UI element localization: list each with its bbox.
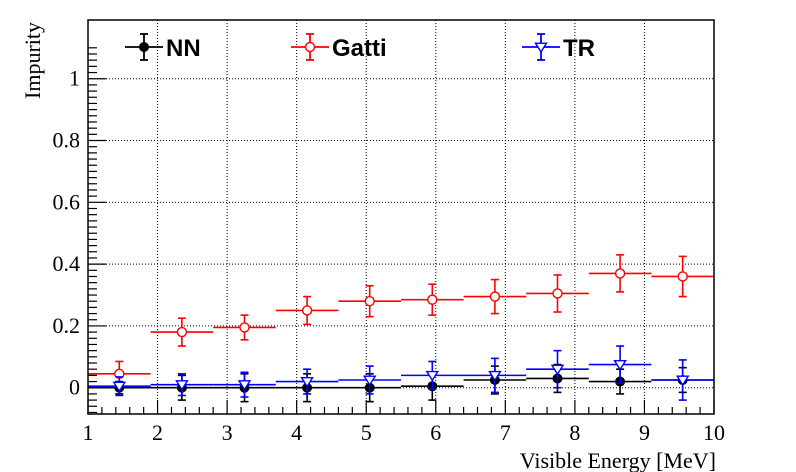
- data-series: [88, 254, 714, 403]
- x-tick-label: 2: [152, 420, 163, 445]
- plot-frame: [87, 19, 715, 415]
- y-tick-label: 0.4: [53, 251, 81, 276]
- legend-label: Gatti: [332, 35, 387, 62]
- data-point: [301, 305, 313, 316]
- data-point: [364, 296, 375, 307]
- data-point: [362, 375, 377, 387]
- x-tick-label: 5: [361, 420, 372, 445]
- x-axis-title: Visible Energy [MeV]: [520, 448, 716, 472]
- data-point: [425, 370, 440, 382]
- data-point: [550, 364, 565, 376]
- y-axis-title: Impurity: [20, 22, 45, 99]
- legend-label: TR: [563, 35, 595, 62]
- data-point: [614, 268, 626, 279]
- data-point: [237, 380, 252, 391]
- data-point: [176, 326, 188, 338]
- data-point: [300, 377, 314, 388]
- x-tick-label: 9: [639, 420, 650, 445]
- x-tick-label: 6: [430, 420, 441, 445]
- data-point: [489, 291, 501, 302]
- series-tr: [88, 345, 714, 401]
- series-gatti: [88, 254, 714, 387]
- data-point: [675, 375, 690, 387]
- data-point: [677, 271, 688, 282]
- legend-marker: [139, 42, 149, 52]
- y-tick-label: 0.6: [53, 189, 81, 214]
- x-tick-label: 10: [703, 420, 725, 445]
- legend-entry-gatti: Gatti: [291, 33, 387, 62]
- legend-entry-nn: NN: [125, 33, 201, 62]
- x-tick-label: 8: [569, 420, 580, 445]
- data-point: [552, 288, 563, 299]
- x-tick-label: 4: [291, 420, 302, 445]
- data-point: [175, 380, 189, 391]
- x-tick-label: 3: [222, 420, 233, 445]
- x-tick-label: 1: [83, 420, 94, 445]
- legend-entry-tr: TR: [522, 33, 595, 62]
- data-point: [427, 294, 438, 305]
- data-point: [112, 381, 127, 393]
- data-point: [239, 322, 250, 333]
- legend-marker: [304, 41, 316, 53]
- y-tick-label: 0.8: [53, 128, 81, 153]
- legend: NN Gatti TR: [125, 33, 595, 62]
- data-point: [613, 360, 627, 371]
- y-tick-label: 1: [69, 66, 80, 91]
- y-tick-label: 0.2: [53, 313, 81, 338]
- legend-marker: [534, 42, 548, 54]
- y-tick-label: 0: [69, 375, 80, 400]
- x-tick-label: 7: [500, 420, 511, 445]
- axis-ticks: [87, 47, 715, 414]
- legend-label: NN: [166, 35, 201, 62]
- data-point: [488, 370, 502, 382]
- tick-labels: 1 2 3 4 5 6 7 8 9 10 0 0.2 0.4 0.6 0.8 1: [53, 66, 726, 445]
